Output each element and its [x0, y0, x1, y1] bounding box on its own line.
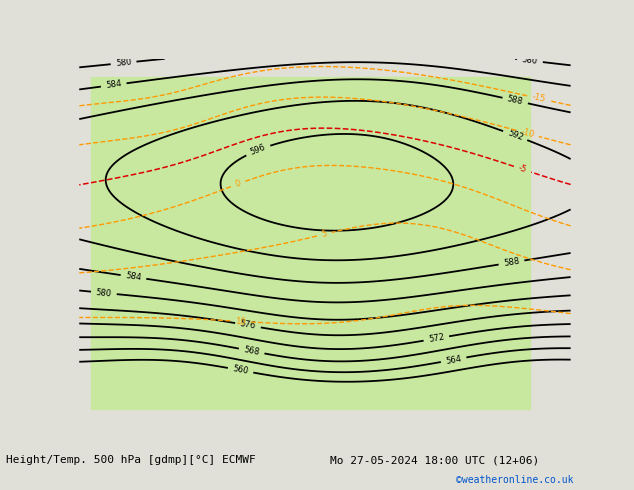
Text: 568: 568 [243, 345, 261, 357]
Text: 5: 5 [321, 229, 328, 239]
Text: 0: 0 [234, 179, 242, 189]
Text: 576: 576 [239, 319, 257, 331]
Text: -15: -15 [531, 93, 546, 104]
Text: -10: -10 [520, 127, 535, 140]
Text: 560: 560 [232, 365, 249, 376]
Text: Mo 27-05-2024 18:00 UTC (12+06): Mo 27-05-2024 18:00 UTC (12+06) [330, 455, 539, 465]
Polygon shape [91, 77, 529, 409]
Text: 588: 588 [503, 257, 520, 268]
Text: 584: 584 [125, 271, 142, 283]
Text: 588: 588 [507, 95, 524, 107]
Text: -5: -5 [517, 164, 528, 175]
Text: 564: 564 [445, 354, 462, 366]
Text: 580: 580 [96, 288, 112, 298]
Text: 10: 10 [235, 317, 246, 326]
Text: Height/Temp. 500 hPa [gdmp][°C] ECMWF: Height/Temp. 500 hPa [gdmp][°C] ECMWF [6, 455, 256, 465]
Text: 580: 580 [522, 55, 538, 66]
Text: 572: 572 [428, 333, 445, 344]
Text: 584: 584 [105, 79, 122, 91]
Text: 596: 596 [249, 143, 267, 157]
Text: ©weatheronline.co.uk: ©weatheronline.co.uk [456, 475, 574, 485]
Text: 592: 592 [506, 128, 524, 143]
Text: 580: 580 [115, 58, 132, 68]
